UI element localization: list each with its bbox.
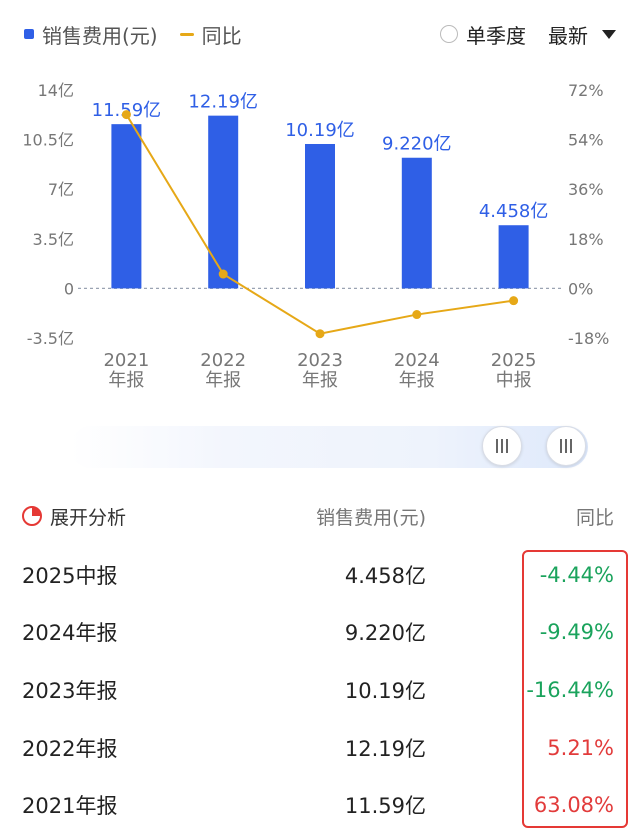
table-row[interactable]: 2021年报 11.59亿 63.08% bbox=[22, 785, 614, 825]
line-legend-label[interactable]: 同比 bbox=[201, 23, 242, 48]
bar bbox=[401, 157, 432, 289]
y-right-tick-label: 54% bbox=[568, 131, 604, 150]
expand-analysis-button[interactable]: 展开分析 bbox=[50, 506, 127, 529]
x-tick-label: 2025 中报 bbox=[491, 350, 537, 391]
value-cell: 11.59亿 bbox=[344, 794, 426, 818]
bar bbox=[498, 225, 529, 289]
quarter-radio[interactable] bbox=[440, 25, 458, 43]
bar bbox=[111, 124, 142, 289]
value-cell: 12.19亿 bbox=[344, 737, 426, 761]
value-cell: 9.220亿 bbox=[344, 621, 426, 645]
y-axis-right: 72% 54% 36% 18% 0% -18% bbox=[568, 81, 609, 348]
line-legend-swatch bbox=[179, 32, 194, 36]
period-cell: 2023年报 bbox=[22, 679, 118, 703]
y-left-tick-label: 10.5亿 bbox=[22, 131, 74, 150]
yoy-point bbox=[509, 296, 519, 306]
range-handle-right[interactable] bbox=[546, 426, 586, 466]
yoy-cell: 5.21% bbox=[547, 736, 614, 760]
yoy-cell: 63.08% bbox=[533, 793, 614, 817]
y-right-tick-label: 18% bbox=[568, 230, 604, 249]
bar bbox=[208, 115, 239, 289]
table-row[interactable]: 2025中报 4.458亿 -4.44% bbox=[22, 555, 614, 595]
x-tick-label: 2023 年报 bbox=[297, 350, 343, 391]
y-left-tick-label: -3.5亿 bbox=[27, 329, 74, 348]
chart-controls: 单季度 最新 bbox=[440, 18, 616, 50]
period-cell: 2024年报 bbox=[22, 621, 118, 645]
yoy-cell: -16.44% bbox=[526, 678, 614, 702]
y-axis-left: 14亿 10.5亿 7亿 3.5亿 0 -3.5亿 bbox=[22, 81, 74, 348]
bar-data-label: 9.220亿 bbox=[382, 134, 452, 155]
period-cell: 2022年报 bbox=[22, 737, 118, 761]
period-cell: 2021年报 bbox=[22, 794, 118, 818]
pie-chart-icon[interactable] bbox=[22, 506, 42, 526]
yoy-cell: -4.44% bbox=[539, 563, 614, 587]
yoy-point bbox=[315, 329, 325, 339]
y-left-tick-label: 7亿 bbox=[48, 180, 74, 199]
yoy-point bbox=[218, 269, 228, 279]
x-axis: 2021 年报 2022 年报 2023 年报 2024 年报 2025 中报 bbox=[103, 350, 536, 391]
value-cell: 10.19亿 bbox=[344, 679, 426, 703]
quarter-label[interactable]: 单季度 bbox=[466, 23, 526, 48]
bar-legend-swatch bbox=[24, 29, 34, 39]
yoy-point bbox=[412, 310, 422, 320]
bar-data-label: 10.19亿 bbox=[285, 120, 355, 141]
y-left-tick-label: 3.5亿 bbox=[33, 230, 74, 249]
y-right-tick-label: 0% bbox=[568, 279, 593, 298]
bar-series bbox=[111, 115, 529, 289]
bar-data-label: 12.19亿 bbox=[188, 92, 258, 113]
chevron-down-icon[interactable] bbox=[602, 29, 616, 39]
x-tick-label: 2021 年报 bbox=[103, 350, 149, 391]
period-cell: 2025中报 bbox=[22, 564, 118, 588]
y-left-tick-label: 14亿 bbox=[38, 81, 74, 100]
y-right-tick-label: 72% bbox=[568, 81, 604, 100]
range-handle-left[interactable] bbox=[482, 426, 522, 466]
chart-legend: 销售费用(元) 同比 bbox=[24, 18, 242, 50]
table-row[interactable]: 2024年报 9.220亿 -9.49% bbox=[22, 612, 614, 652]
yoy-cell: -9.49% bbox=[539, 620, 614, 644]
yoy-line-series bbox=[121, 110, 519, 339]
value-column-header: 销售费用(元) bbox=[316, 506, 426, 529]
y-left-tick-label: 0 bbox=[64, 279, 74, 298]
x-tick-label: 2022 年报 bbox=[200, 350, 246, 391]
y-right-tick-label: -18% bbox=[568, 329, 609, 348]
bar-legend-label[interactable]: 销售费用(元) bbox=[42, 23, 158, 48]
table-header: 展开分析 销售费用(元) 同比 bbox=[22, 500, 614, 532]
yoy-column-header: 同比 bbox=[575, 506, 614, 529]
table-row[interactable]: 2022年报 12.19亿 5.21% bbox=[22, 728, 614, 768]
yoy-point bbox=[121, 110, 131, 120]
x-tick-label: 2024 年报 bbox=[394, 350, 440, 391]
latest-dropdown-label[interactable]: 最新 bbox=[548, 23, 588, 48]
value-cell: 4.458亿 bbox=[344, 564, 426, 588]
bar-data-label: 4.458亿 bbox=[479, 201, 549, 222]
y-right-tick-label: 36% bbox=[568, 180, 604, 199]
table-row[interactable]: 2023年报 10.19亿 -16.44% bbox=[22, 670, 614, 710]
bar bbox=[305, 143, 335, 289]
